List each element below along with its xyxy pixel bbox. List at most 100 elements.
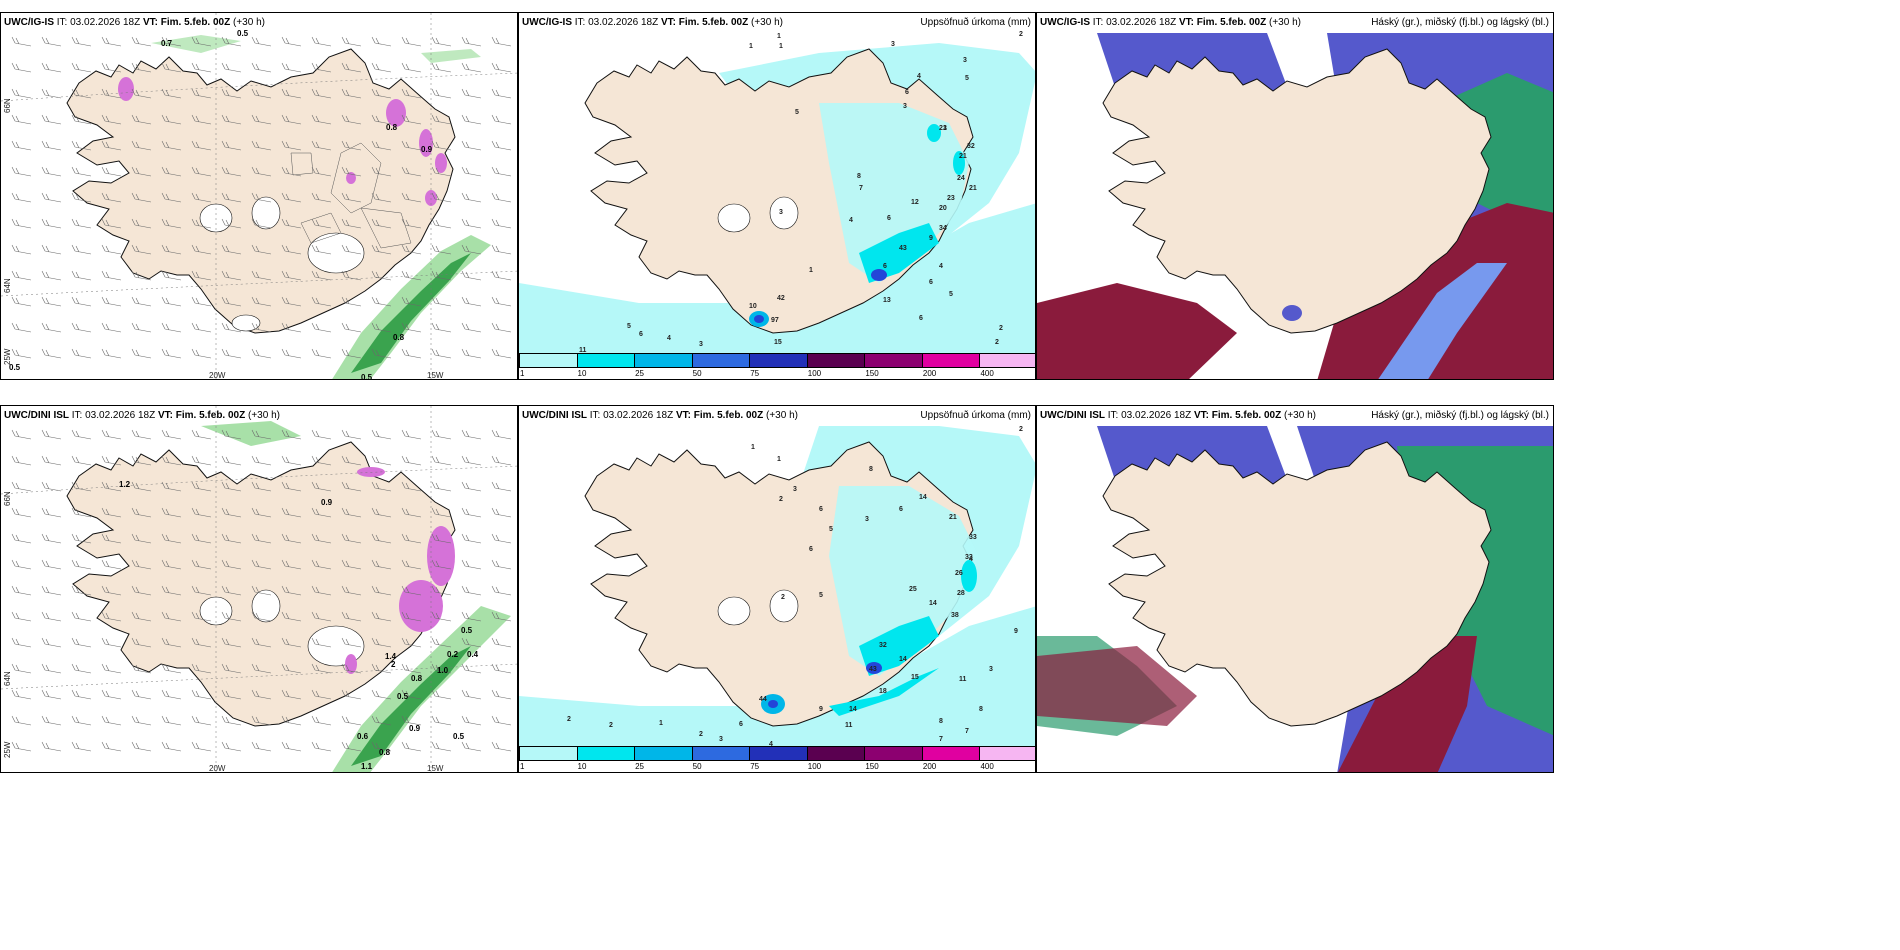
wind-barb bbox=[371, 218, 392, 229]
wind-barb bbox=[371, 192, 392, 203]
wind-barb bbox=[491, 637, 512, 648]
wind-barb bbox=[71, 455, 92, 466]
wind-barb bbox=[431, 322, 452, 333]
precip-value-label: 15 bbox=[774, 339, 782, 346]
wind-barb bbox=[431, 481, 452, 492]
wind-barb bbox=[131, 481, 152, 492]
wind-barb bbox=[371, 689, 392, 700]
wind-barb bbox=[101, 348, 122, 359]
wind-barb bbox=[191, 741, 212, 752]
precip-value-label: 32 bbox=[879, 642, 887, 649]
wind-barb bbox=[191, 429, 212, 440]
precip-value-label: 11 bbox=[959, 676, 967, 683]
wind-barb bbox=[401, 244, 422, 255]
wind-barb bbox=[41, 429, 62, 440]
wind-barb bbox=[161, 296, 182, 307]
wind-barb bbox=[461, 429, 482, 440]
wind-barb bbox=[131, 88, 152, 99]
panel-precip-igis: UWC/IG-IS IT: 03.02.2026 18Z VT: Fim. 5.… bbox=[518, 12, 1036, 380]
wind-barb bbox=[71, 611, 92, 622]
wind-barb bbox=[101, 689, 122, 700]
precip-value-label: 2 bbox=[999, 325, 1003, 332]
wind-barb bbox=[341, 270, 362, 281]
wind-barb bbox=[431, 166, 452, 177]
wind-barb bbox=[41, 455, 62, 466]
wind-barb bbox=[251, 637, 272, 648]
wind-barb bbox=[311, 348, 332, 359]
wind-barb bbox=[41, 533, 62, 544]
precip-value-label: 7 bbox=[859, 185, 863, 192]
wind-barb bbox=[131, 114, 152, 125]
wind-barb bbox=[11, 533, 32, 544]
precip-value-label: 14 bbox=[929, 600, 937, 607]
snow-value-label: 0.8 bbox=[411, 674, 423, 683]
wind-barb bbox=[251, 114, 272, 125]
wind-barb bbox=[11, 689, 32, 700]
precip-value-label: 7 bbox=[939, 736, 943, 743]
precip-value-label: 5 bbox=[949, 291, 953, 298]
precip-value-label: 3 bbox=[865, 516, 869, 523]
wind-barb bbox=[311, 611, 332, 622]
wind-barb bbox=[491, 36, 512, 47]
wind-barb bbox=[401, 507, 422, 518]
wind-barb bbox=[311, 533, 332, 544]
wind-barb bbox=[131, 429, 152, 440]
wind-barb bbox=[311, 637, 332, 648]
precip-value-label: 4 bbox=[769, 741, 773, 748]
wind-barb bbox=[191, 62, 212, 73]
wind-barb bbox=[341, 62, 362, 73]
lat-label-66n: 66N bbox=[3, 98, 12, 113]
precip-value-label: 25 bbox=[909, 586, 917, 593]
wind-barb bbox=[401, 62, 422, 73]
wind-barb bbox=[131, 348, 152, 359]
map-precip-dini bbox=[519, 406, 1035, 772]
precip-value-label: 33 bbox=[969, 534, 977, 541]
wind-barb bbox=[341, 741, 362, 752]
wind-barb bbox=[341, 166, 362, 177]
precip-value-label: 34 bbox=[939, 225, 947, 232]
wind-barb bbox=[101, 611, 122, 622]
wind-barb bbox=[161, 585, 182, 596]
wind-barb bbox=[281, 741, 302, 752]
wind-barb bbox=[221, 741, 242, 752]
wind-barb bbox=[401, 270, 422, 281]
wind-barb bbox=[371, 637, 392, 648]
wind-barb bbox=[251, 533, 272, 544]
precip-value-label: 3 bbox=[891, 41, 895, 48]
wind-barb bbox=[461, 689, 482, 700]
wind-barb bbox=[71, 533, 92, 544]
wind-barb bbox=[341, 114, 362, 125]
wind-barb bbox=[11, 36, 32, 47]
wind-barb bbox=[71, 244, 92, 255]
panel-header: UWC/IG-IS IT: 03.02.2026 18Z VT: Fim. 5.… bbox=[4, 17, 265, 28]
wind-barb bbox=[161, 348, 182, 359]
wind-barb bbox=[281, 559, 302, 570]
wind-barb bbox=[251, 689, 272, 700]
wind-barb bbox=[281, 62, 302, 73]
colorbar-tick-label: 100 bbox=[807, 762, 822, 771]
wind-barb bbox=[491, 114, 512, 125]
wind-barb bbox=[131, 140, 152, 151]
colorbar-tick-label: 400 bbox=[980, 369, 994, 378]
precip-value-label: 6 bbox=[899, 506, 903, 513]
map-precip-igis bbox=[519, 13, 1035, 379]
wind-barb bbox=[161, 140, 182, 151]
precip-value-label: 4 bbox=[667, 335, 671, 342]
wind-barb bbox=[131, 36, 152, 47]
precip-value-label: 97 bbox=[771, 317, 779, 324]
snow-value-label: 0.5 bbox=[237, 29, 249, 38]
wind-barb bbox=[221, 455, 242, 466]
wind-barb bbox=[401, 114, 422, 125]
wind-barb bbox=[341, 429, 362, 440]
wind-barb bbox=[431, 270, 452, 281]
wind-barb bbox=[41, 663, 62, 674]
wind-barb bbox=[311, 36, 332, 47]
wind-barb bbox=[251, 270, 272, 281]
wind-barb bbox=[131, 166, 152, 177]
wind-barb bbox=[221, 348, 242, 359]
precip-value-label: 9 bbox=[929, 235, 933, 242]
precip-value-label: 4 bbox=[939, 263, 943, 270]
wind-barb bbox=[191, 533, 212, 544]
precip-value-label: 32 bbox=[967, 143, 975, 150]
wind-barb bbox=[281, 192, 302, 203]
